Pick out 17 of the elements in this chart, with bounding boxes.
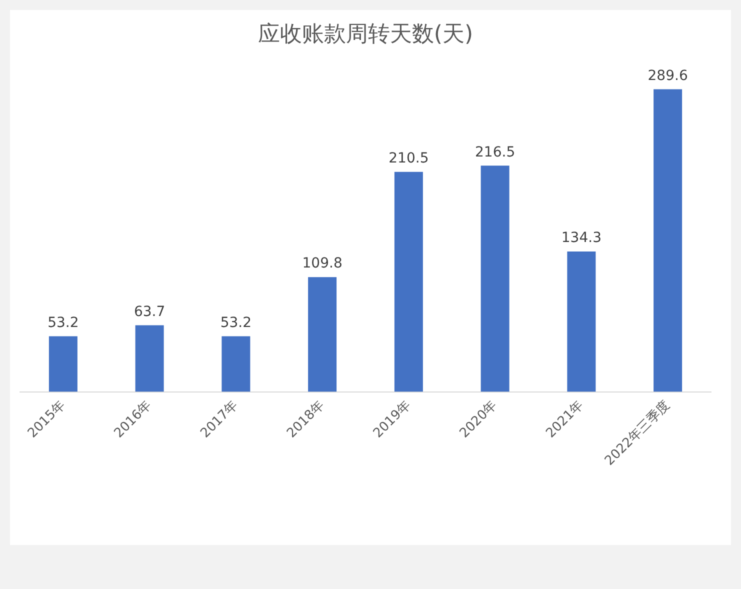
data-label: 134.3 — [561, 230, 602, 246]
bar — [135, 325, 164, 392]
bar — [567, 252, 596, 392]
data-label: 210.5 — [388, 150, 429, 167]
data-label: 109.8 — [302, 256, 342, 272]
data-label: 53.2 — [220, 314, 252, 331]
bar — [480, 166, 510, 392]
chart-title: 应收账款周转天数(天) — [258, 22, 474, 47]
data-label: 289.6 — [648, 68, 688, 84]
data-label: 63.7 — [134, 304, 166, 320]
bar — [394, 172, 423, 392]
bar — [222, 336, 250, 392]
data-label: 53.2 — [48, 314, 79, 331]
data-label: 216.5 — [475, 144, 516, 160]
bar — [48, 336, 78, 392]
bar — [654, 89, 682, 392]
bar — [308, 277, 337, 392]
